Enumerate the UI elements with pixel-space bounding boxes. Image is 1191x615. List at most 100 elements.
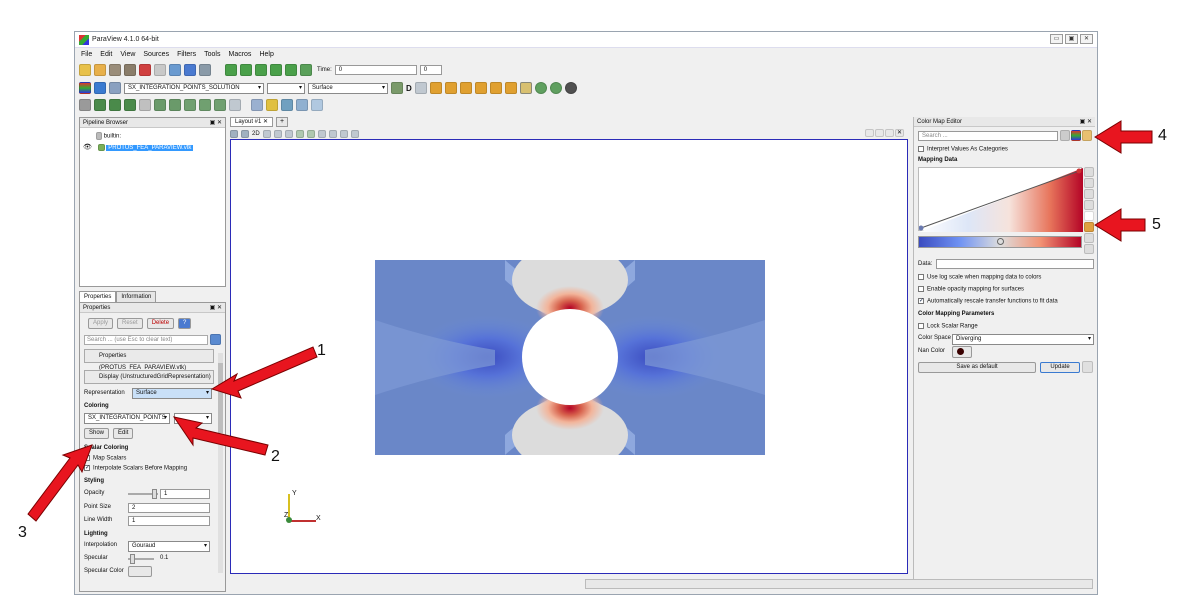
log-scale-check[interactable]: [918, 274, 924, 280]
advanced-icon[interactable]: [1084, 244, 1094, 254]
plot-data-icon[interactable]: [266, 99, 278, 111]
auto-rescale-check[interactable]: [918, 297, 924, 304]
undo-icon[interactable]: [139, 64, 151, 76]
opacity-mapping-checkbox[interactable]: Enable opacity mapping for surfaces: [918, 286, 1024, 293]
menu-file[interactable]: File: [81, 51, 93, 58]
specular-slider-handle[interactable]: [130, 554, 135, 564]
layout-tab-close-icon[interactable]: ✕: [263, 119, 269, 125]
redo-icon[interactable]: [154, 64, 166, 76]
query-icon[interactable]: [251, 99, 263, 111]
maximize-view-icon[interactable]: [885, 129, 894, 137]
select-polygon-icon[interactable]: [317, 129, 326, 138]
open-icon[interactable]: [79, 64, 91, 76]
zoom-data-icon[interactable]: [414, 82, 427, 94]
properties-scrollbar[interactable]: [218, 353, 223, 573]
specular-color-button[interactable]: [128, 566, 152, 577]
properties-search-input[interactable]: Search ... (use Esc to clear text): [84, 335, 208, 345]
view-plus-y-icon[interactable]: [459, 82, 472, 94]
color-transfer-editor[interactable]: [918, 236, 1082, 248]
view-plus-z-icon[interactable]: [489, 82, 502, 94]
select-points-icon[interactable]: [273, 129, 282, 138]
add-layout-tab-button[interactable]: +: [276, 117, 288, 127]
cme-gear-icon[interactable]: [1060, 130, 1070, 141]
time-input[interactable]: 0: [334, 65, 417, 75]
color-space-select[interactable]: Diverging: [952, 334, 1094, 345]
menu-macros[interactable]: Macros: [228, 51, 252, 58]
calculator-icon[interactable]: [79, 99, 91, 111]
center-rotation-icon[interactable]: [564, 82, 577, 94]
cme-choose-preset-icon[interactable]: [1082, 130, 1092, 141]
color-legend-icon[interactable]: [79, 82, 91, 94]
interpolate-scalars-check[interactable]: [84, 464, 90, 471]
warp-vector-icon[interactable]: [199, 99, 211, 111]
select-block-icon[interactable]: [295, 129, 304, 138]
camera-undo-icon[interactable]: [241, 129, 249, 138]
contour-icon[interactable]: [94, 99, 106, 111]
lock-range-check[interactable]: [918, 323, 924, 329]
next-frame-icon[interactable]: [270, 64, 282, 76]
time-index-spinbox[interactable]: 0: [419, 65, 442, 75]
help-button[interactable]: ?: [178, 318, 192, 329]
view-minus-x-icon[interactable]: [444, 82, 457, 94]
extract-subset-icon[interactable]: [154, 99, 166, 111]
pipeline-item-vtk[interactable]: 👁 PROTUS_FEA_PARAVIEW.vtk: [83, 143, 194, 151]
select-frustum-icon[interactable]: [284, 129, 293, 138]
opacity-mapping-check[interactable]: [918, 286, 924, 292]
menu-tools[interactable]: Tools: [204, 51, 221, 58]
rotate-minus-90-icon[interactable]: [549, 82, 562, 94]
grow-selection-icon[interactable]: [328, 129, 337, 138]
connect-icon[interactable]: [169, 64, 181, 76]
save-state-icon[interactable]: [124, 64, 136, 76]
shrink-selection-icon[interactable]: [339, 129, 348, 138]
pipeline-item-builtin[interactable]: builtin:: [96, 132, 121, 140]
properties-scrollbar-thumb[interactable]: [218, 363, 223, 433]
minimize-button[interactable]: ▭: [1050, 34, 1063, 44]
representation-select[interactable]: Surface: [132, 388, 212, 399]
rescale-to-data-icon[interactable]: [1084, 167, 1094, 177]
rescale-temporal-icon[interactable]: [1084, 189, 1094, 199]
help-icon[interactable]: [184, 64, 196, 76]
opacity-node-right[interactable]: [1076, 168, 1082, 174]
panel-float-close-icon[interactable]: ▣ ✕: [209, 120, 222, 126]
auto-rescale-checkbox[interactable]: Automatically rescale transfer functions…: [918, 297, 1058, 305]
split-horizontal-icon[interactable]: [865, 129, 874, 137]
map-scalars-check[interactable]: [84, 454, 90, 461]
choose-preset-icon[interactable]: [1084, 222, 1094, 232]
capture-icon[interactable]: [230, 129, 238, 138]
coloring-select[interactable]: SX_INTEGRATION_POINTS: [84, 413, 170, 424]
cme-auto-update-icon[interactable]: [1082, 361, 1093, 373]
line-width-input[interactable]: 1: [128, 516, 210, 526]
properties-float-close-icon[interactable]: ▣ ✕: [209, 305, 222, 311]
delete-button[interactable]: Delete: [146, 318, 175, 329]
split-vertical-icon[interactable]: [875, 129, 884, 137]
save-preset-icon[interactable]: [1084, 233, 1094, 243]
invert-icon[interactable]: [1084, 211, 1094, 221]
view-minus-z-icon[interactable]: [504, 82, 517, 94]
snowflake-icon[interactable]: [311, 99, 323, 111]
group-datasets-icon[interactable]: [214, 99, 226, 111]
show-scalar-bar-button[interactable]: Show: [84, 428, 110, 439]
opacity-transfer-editor[interactable]: [918, 167, 1083, 232]
tab-information[interactable]: Information: [116, 291, 157, 302]
slice-icon[interactable]: [124, 99, 136, 111]
properties-section-header[interactable]: Properties (PROTUS_FEA_PARAVIEW.vtk): [84, 349, 214, 371]
python-shell-icon[interactable]: [199, 64, 211, 76]
reset-camera-icon[interactable]: [391, 82, 403, 94]
map-scalars-checkbox[interactable]: Map Scalars: [84, 454, 126, 462]
play-icon[interactable]: [255, 64, 267, 76]
interpret-categories-check[interactable]: [918, 146, 924, 152]
color-array-select[interactable]: SX_INTEGRATION_POINTS_SOLUTION: [124, 82, 264, 94]
edit-color-map-button[interactable]: Edit: [113, 428, 134, 439]
close-view-icon[interactable]: ✕: [895, 129, 904, 137]
opacity-input[interactable]: 1: [160, 489, 210, 499]
rescale-custom-icon[interactable]: [1084, 178, 1094, 188]
view-plus-x-icon[interactable]: [429, 82, 442, 94]
data-value-input[interactable]: [936, 259, 1094, 269]
clear-selection-icon[interactable]: [350, 129, 359, 138]
first-frame-icon[interactable]: [225, 64, 237, 76]
extract-level-icon[interactable]: [229, 99, 241, 111]
last-frame-icon[interactable]: [285, 64, 297, 76]
select-cells-icon[interactable]: [262, 129, 271, 138]
eye-icon[interactable]: 👁: [83, 144, 92, 151]
glyph-icon[interactable]: [169, 99, 181, 111]
